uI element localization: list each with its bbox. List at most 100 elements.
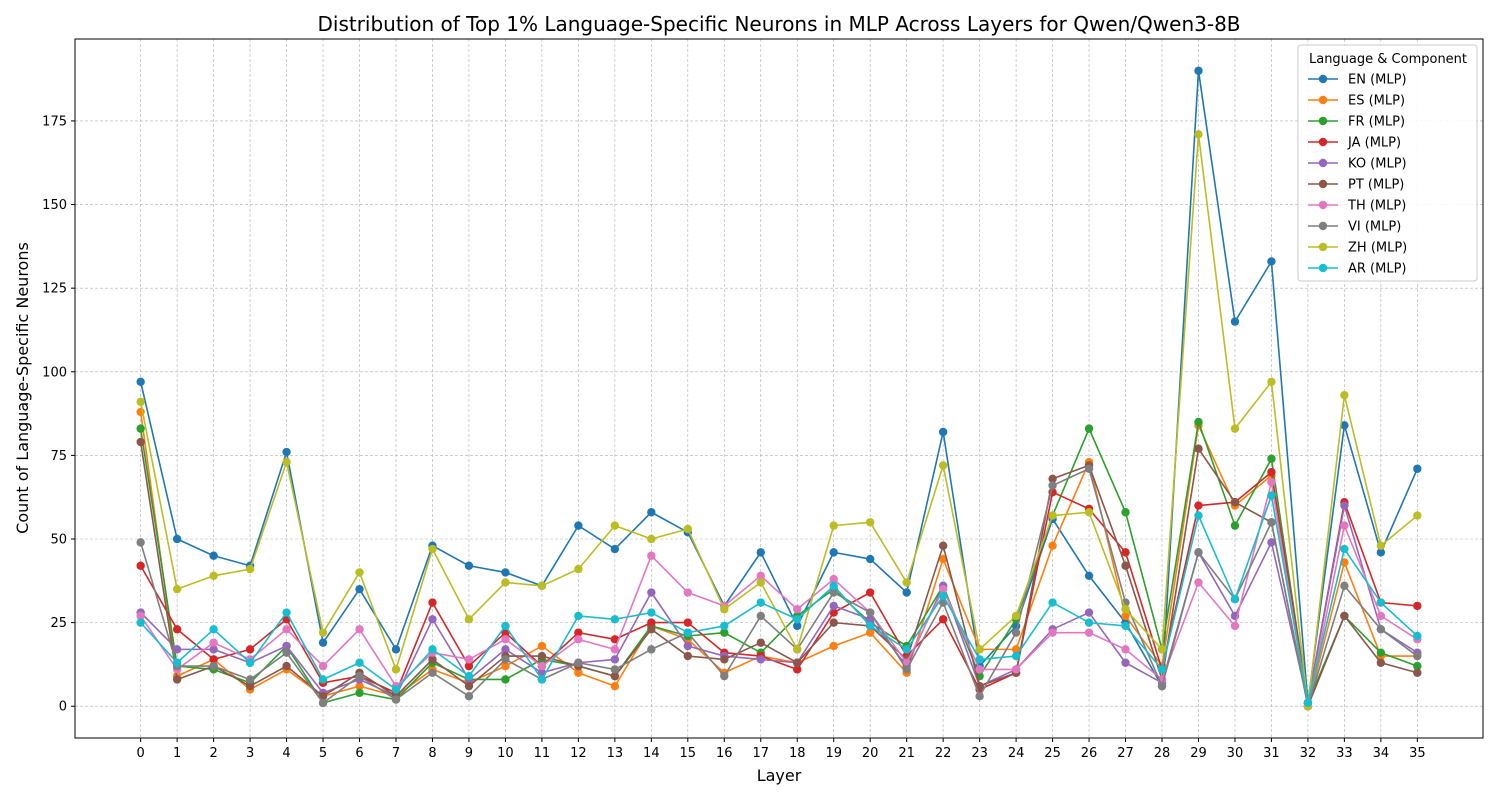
data-point [1121, 611, 1130, 621]
data-point [865, 621, 875, 631]
data-point [865, 554, 875, 564]
data-point [793, 665, 802, 674]
data-point [683, 618, 693, 627]
data-point [1157, 645, 1167, 654]
data-point [1376, 598, 1386, 607]
data-point [1267, 477, 1276, 487]
chart-title: Distribution of Top 1% Language-Specific… [317, 12, 1240, 36]
data-point [1267, 538, 1276, 547]
data-point [355, 625, 364, 634]
data-point [756, 655, 765, 664]
y-tick-label: 175 [42, 114, 67, 129]
data-point [282, 641, 291, 651]
data-point [1267, 491, 1276, 500]
data-point [1011, 645, 1021, 654]
data-point [1413, 661, 1422, 671]
data-point [318, 691, 328, 701]
x-tick-label: 18 [789, 746, 806, 761]
data-point [318, 661, 328, 671]
data-point [355, 681, 364, 691]
data-point [464, 615, 474, 624]
data-point [1413, 651, 1422, 661]
data-point [975, 645, 984, 654]
data-point [865, 608, 875, 617]
legend-swatch-marker [1318, 74, 1328, 84]
data-point [610, 645, 620, 654]
data-point [902, 645, 911, 654]
data-point [537, 661, 547, 671]
data-point [1121, 645, 1130, 654]
data-point [829, 581, 838, 591]
data-point [829, 618, 838, 627]
series-line-ko [140, 504, 1418, 704]
data-point [1340, 611, 1349, 621]
y-tick-label: 75 [50, 449, 67, 464]
data-point [428, 615, 437, 624]
data-point [464, 661, 474, 671]
data-point [1340, 501, 1349, 510]
data-point [1048, 511, 1057, 520]
data-point [318, 628, 328, 637]
data-point [501, 568, 510, 577]
data-point [902, 578, 911, 587]
data-point [282, 608, 291, 617]
data-point [1011, 628, 1021, 637]
data-point [1230, 424, 1240, 433]
data-point [720, 605, 729, 614]
legend-swatch-marker [1318, 95, 1328, 105]
data-point [938, 427, 948, 437]
legend-item-es: ES (MLP) [1308, 94, 1405, 109]
data-point [1376, 658, 1386, 667]
data-point [136, 538, 145, 547]
data-point [683, 641, 693, 651]
data-point [647, 608, 656, 617]
legend-item-th: TH (MLP) [1308, 199, 1406, 214]
data-point [245, 658, 255, 667]
data-point [938, 554, 948, 564]
data-point [829, 601, 838, 611]
legend-item-ja: JA (MLP) [1308, 136, 1401, 151]
data-point [1340, 390, 1349, 400]
data-point [902, 588, 911, 597]
data-point [1048, 541, 1057, 550]
data-point [574, 521, 583, 530]
legend-label: KO (MLP) [1348, 157, 1407, 172]
x-tick-label: 25 [1044, 746, 1061, 761]
legend-item-en: EN (MLP) [1308, 73, 1407, 88]
series-line-vi [139, 467, 1418, 708]
data-point [1084, 628, 1094, 637]
data-point [1340, 544, 1349, 554]
data-point [136, 377, 145, 387]
legend-label: ZH (MLP) [1348, 241, 1407, 256]
data-point [136, 561, 145, 570]
data-point [209, 661, 218, 671]
series-line-en [139, 69, 1419, 704]
data-point [1413, 601, 1422, 611]
x-tick-label: 17 [752, 746, 769, 761]
series-line-fr [139, 421, 1418, 704]
data-point [428, 598, 437, 607]
y-tick-label: 0 [59, 700, 67, 715]
data-point [756, 611, 765, 621]
x-tick-label: 32 [1300, 746, 1317, 761]
data-point [1194, 444, 1203, 453]
data-point [1121, 508, 1130, 517]
x-axis-ticks: 0 1 2 3 4 5 6 7 8 9 10 11 12 13 14 15 16 17 18 19 20 21 22 23 24… [137, 738, 1426, 761]
data-point [1157, 681, 1167, 691]
legend-title: Language & Component [1309, 52, 1467, 67]
data-point [318, 675, 328, 684]
data-point [428, 655, 437, 664]
x-tick-label: 30 [1227, 746, 1244, 761]
legend-swatch-marker [1318, 200, 1328, 210]
x-tick-label: 9 [465, 746, 473, 761]
data-point [172, 675, 182, 684]
data-point [1121, 621, 1130, 631]
data-point [720, 628, 729, 637]
legend-item-pt: PT (MLP) [1308, 178, 1404, 193]
data-point [245, 675, 255, 684]
data-point [756, 548, 765, 557]
data-point [938, 591, 948, 601]
data-point [1194, 130, 1203, 139]
data-point [501, 578, 510, 587]
